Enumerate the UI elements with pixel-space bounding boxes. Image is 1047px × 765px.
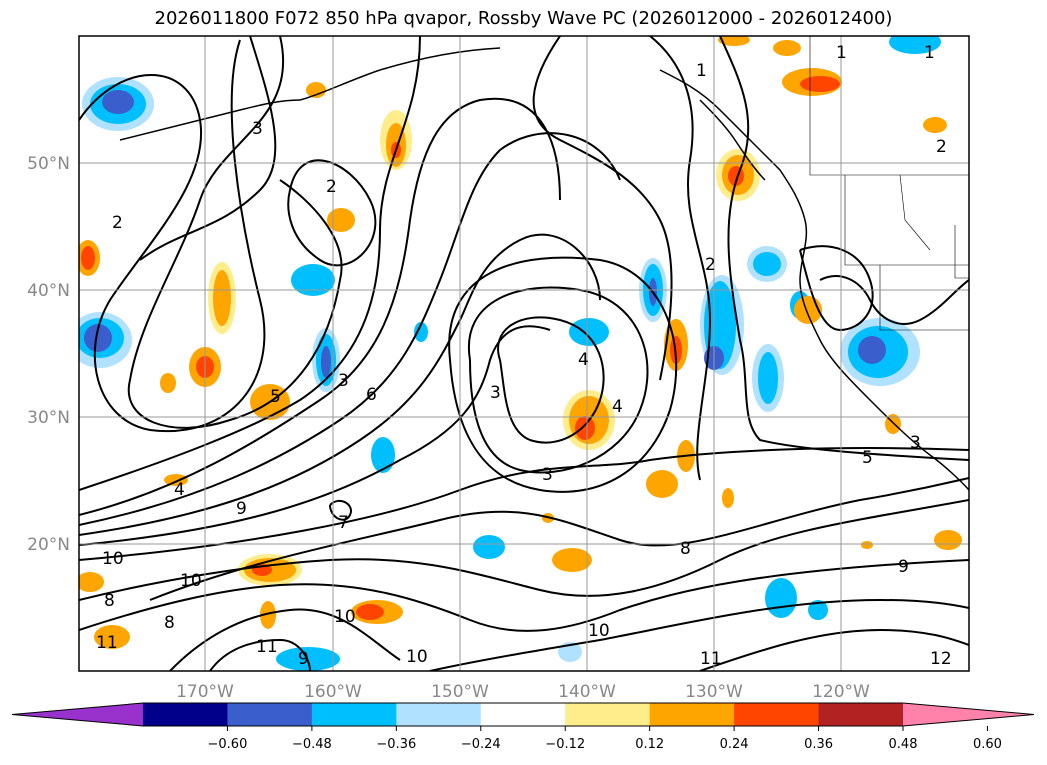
colorbar-tick-label: −0.36 [376, 737, 416, 752]
colorbar-tick-label: 0.24 [720, 737, 749, 752]
contour-label: 1 [696, 61, 707, 81]
lon-label: 130°W [685, 682, 743, 702]
lat-label: 30°N [27, 408, 70, 428]
colorbar-segment [143, 703, 228, 726]
contour-label: 10 [406, 647, 428, 667]
colorbar-segment [227, 703, 313, 726]
shading-layer [79, 36, 962, 671]
contour-label: 2 [112, 213, 123, 233]
colorbar-segment [565, 703, 651, 726]
contour-label: 3 [542, 465, 553, 485]
lon-label: 160°W [304, 682, 362, 702]
lon-axis: 170°W 160°W 150°W 140°W 130°W 120°W [176, 682, 870, 702]
contour-layer [79, 36, 969, 671]
colorbar-segment [480, 703, 566, 726]
contour-label: 8 [680, 539, 691, 559]
colorbar-tick-label: 0.12 [635, 737, 664, 752]
lon-label: 150°W [431, 682, 489, 702]
contour-label: 9 [298, 649, 309, 669]
colorbar: −0.60 −0.48 −0.36 −0.24 −0.12 0.12 0.24 0.36 0.4… [11, 702, 1035, 752]
contour-label: 4 [578, 350, 589, 370]
contour-label: 4 [612, 397, 623, 417]
lat-label: 40°N [27, 281, 70, 301]
plot-area: 1 1 1 2 2 2 2 3 3 3 3 3 4 4 4 5 5 6 7 8 … [79, 36, 969, 671]
contour-label-group: 1 1 1 2 2 2 2 3 3 3 3 3 4 4 4 5 5 6 7 8 … [96, 43, 952, 669]
map-title: 2026011800 F072 850 hPa qvapor, Rossby W… [154, 8, 893, 29]
lat-axis: 50°N 40°N 30°N 20°N [27, 154, 70, 555]
contour-label: 2 [705, 255, 716, 275]
contour-label: 3 [338, 371, 349, 391]
contour-label: 10 [334, 607, 356, 627]
graticule [79, 36, 969, 671]
contour-label: 9 [236, 499, 247, 519]
colorbar-tick-label: −0.60 [208, 737, 248, 752]
colorbar-segment [396, 703, 482, 726]
contour-label: 9 [898, 557, 909, 577]
contour-label: 8 [164, 613, 175, 633]
colorbar-tick-label: 0.48 [889, 737, 918, 752]
colorbar-tick-label: 0.60 [973, 737, 1002, 752]
contour-label: 3 [490, 383, 501, 403]
colorbar-segment [818, 703, 904, 726]
colorbar-tick-label: −0.48 [292, 737, 332, 752]
colorbar-extend-high [903, 703, 1034, 726]
contour-label: 10 [102, 549, 124, 569]
lon-label: 140°W [558, 682, 616, 702]
lat-label: 50°N [27, 154, 70, 174]
colorbar-tick-label: 0.36 [804, 737, 833, 752]
contour-label: 12 [930, 649, 952, 669]
coastline-layer [119, 47, 969, 491]
contour-label: 4 [174, 480, 185, 500]
lat-label: 20°N [27, 535, 70, 555]
contour-label: 10 [588, 621, 610, 641]
contour-label: 7 [338, 513, 349, 533]
contour-label: 8 [104, 591, 115, 611]
political-borders [809, 36, 969, 331]
contour-label: 3 [252, 119, 263, 139]
contour-label: 6 [366, 385, 377, 405]
contour-label: 5 [270, 387, 281, 407]
colorbar-extend-low [12, 703, 143, 726]
plot-frame [78, 35, 970, 672]
contour-label: 11 [700, 649, 722, 669]
colorbar-tick-label: −0.12 [545, 737, 585, 752]
contour-label: 5 [862, 448, 873, 468]
contour-label: 1 [924, 43, 935, 63]
contour-label: 2 [326, 177, 337, 197]
lon-label: 120°W [812, 682, 870, 702]
colorbar-segment [649, 703, 735, 726]
lon-label: 170°W [176, 682, 234, 702]
contour-label: 11 [256, 637, 278, 657]
contour-label: 11 [96, 633, 118, 653]
contour-label: 10 [180, 571, 202, 591]
colorbar-segment [734, 703, 820, 726]
contour-label: 2 [936, 137, 947, 157]
colorbar-outline [11, 702, 1035, 727]
colorbar-tick-label: −0.24 [461, 737, 501, 752]
contour-label: 3 [910, 433, 921, 453]
colorbar-segment [311, 703, 397, 726]
contour-label: 1 [836, 43, 847, 63]
